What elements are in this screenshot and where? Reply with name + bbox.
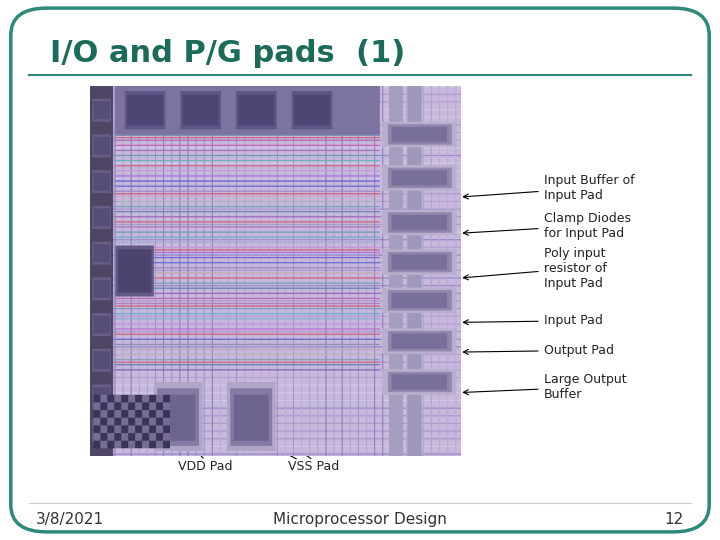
Text: 12: 12 [665,512,684,527]
Text: VDD Pad: VDD Pad [178,460,233,473]
Text: Input Pad: Input Pad [464,314,603,327]
Text: Output Pad: Output Pad [464,344,613,357]
Text: Large Output
Buffer: Large Output Buffer [464,373,626,401]
FancyBboxPatch shape [11,8,709,532]
Text: VSS Pad: VSS Pad [287,460,339,473]
Text: 3/8/2021: 3/8/2021 [36,512,104,527]
Text: Poly input
resistor of
Input Pad: Poly input resistor of Input Pad [464,247,606,290]
Text: I/O and P/G pads  (1): I/O and P/G pads (1) [50,38,405,68]
Text: Microprocessor Design: Microprocessor Design [273,512,447,527]
Text: Input Buffer of
Input Pad: Input Buffer of Input Pad [464,174,634,202]
Text: Clamp Diodes
for Input Pad: Clamp Diodes for Input Pad [464,212,631,240]
